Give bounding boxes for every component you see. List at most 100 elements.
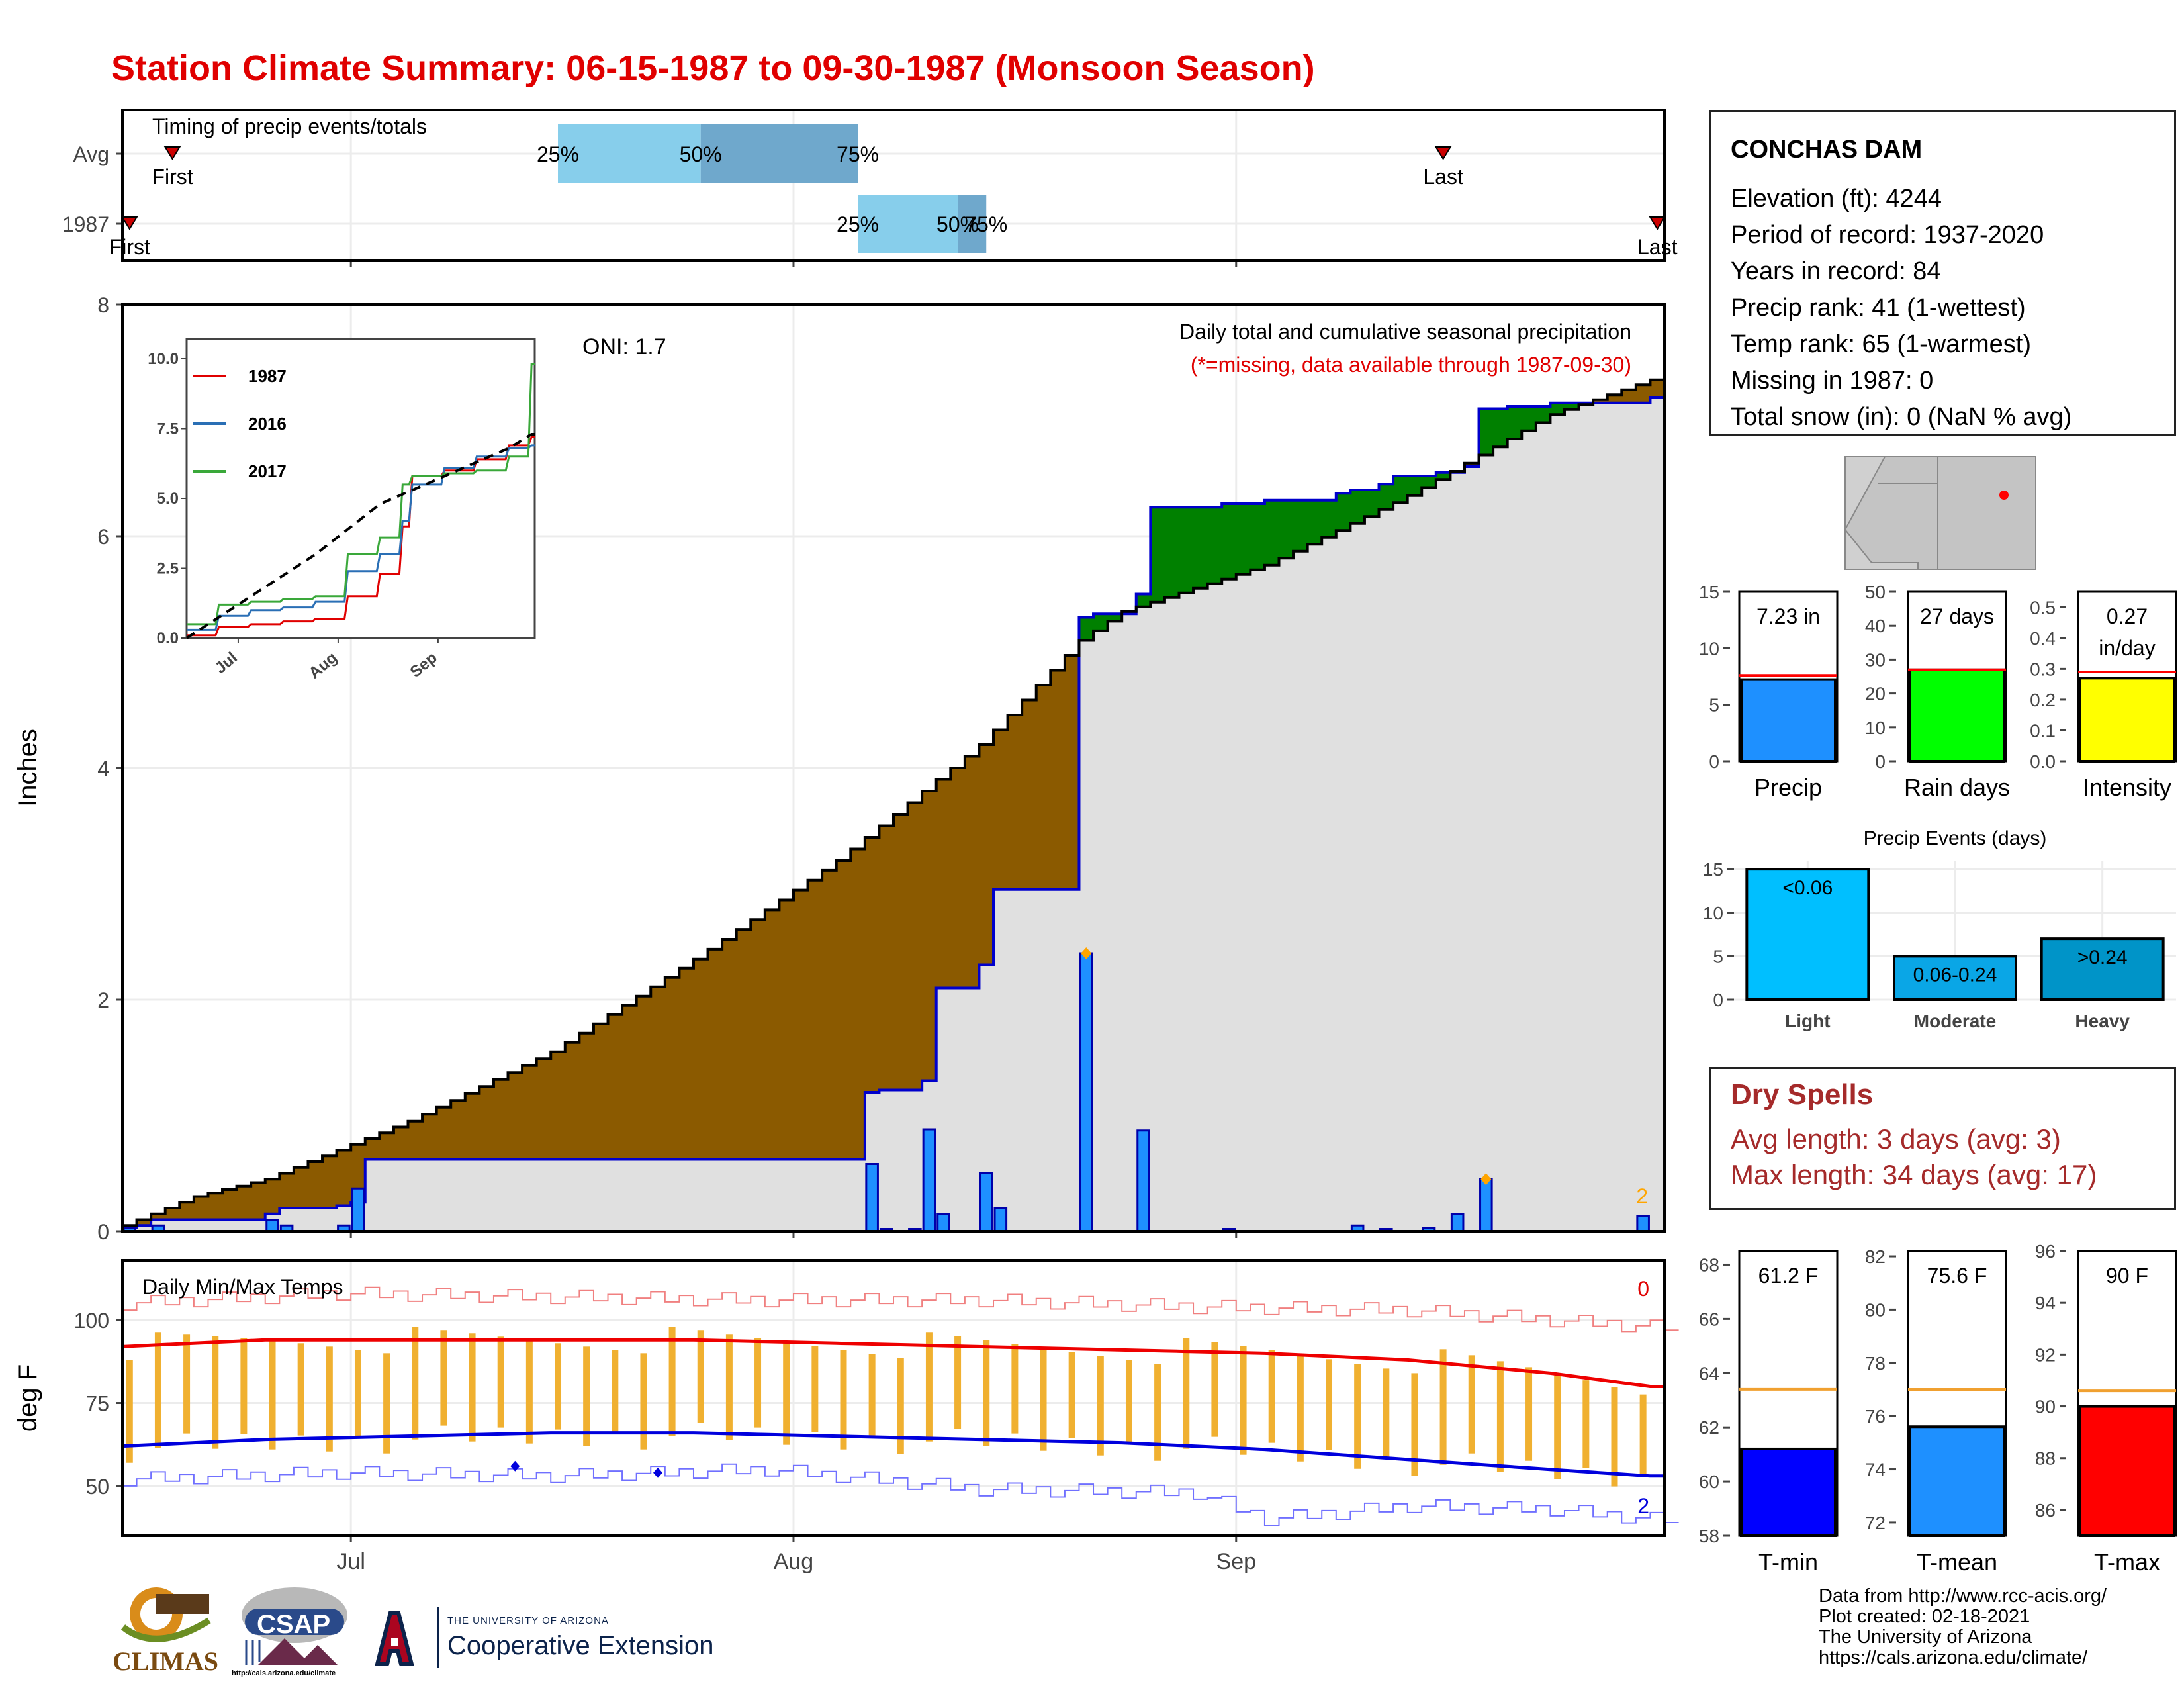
- timing-marker-icon: [121, 216, 138, 230]
- station-location-marker: [1999, 491, 2009, 500]
- summary-y-tick-label: 72: [1865, 1513, 1886, 1533]
- precip-y-tick-label: 0: [97, 1220, 109, 1244]
- timing-row-label: Avg: [73, 142, 109, 166]
- summary-y-tick-label: 0.3: [2030, 659, 2056, 679]
- daily-temp-bar: [1211, 1342, 1218, 1437]
- month-label: Jul: [336, 1549, 365, 1574]
- inset-avg-line: [185, 432, 535, 639]
- precip-y-tick-label: 8: [97, 293, 109, 317]
- precip-plot-group: [122, 378, 1664, 1231]
- climas-logo-text: CLIMAS: [113, 1646, 219, 1676]
- avg-min-temp-line: [122, 1431, 1664, 1478]
- record-low-marker-icon: [510, 1460, 520, 1472]
- events-y-tick-label: 15: [1703, 859, 1723, 880]
- summary-y-tick-label: 78: [1865, 1353, 1886, 1374]
- summary-y-tick-label: 64: [1699, 1363, 1719, 1383]
- daily-temp-bar: [326, 1346, 333, 1452]
- events-y-tick-label: 0: [1713, 990, 1723, 1010]
- summary-bar-title: Rain days: [1904, 774, 2010, 801]
- summary-y-tick-label: 50: [1865, 582, 1886, 602]
- station-period: Period of record: 1937-2020: [1731, 221, 2044, 249]
- temp-y-tick-label: 75: [85, 1392, 109, 1416]
- daily-temp-bar: [1268, 1350, 1275, 1443]
- daily-temp-bar: [612, 1350, 619, 1433]
- summary-value-label: 90 F: [2106, 1264, 2148, 1288]
- credit-line: https://cals.arizona.edu/climate/: [1819, 1647, 2088, 1668]
- daily-temp-bar: [555, 1343, 562, 1430]
- events-category-label: Moderate: [1914, 1011, 1996, 1031]
- timing-pct-label: 75%: [965, 212, 1007, 236]
- ua-small-text: THE UNIVERSITY OF ARIZONA: [447, 1615, 609, 1626]
- summary-y-tick-label: 90: [2035, 1397, 2056, 1417]
- month-label: Aug: [774, 1549, 814, 1574]
- daily-precip-bar: [279, 1224, 294, 1231]
- record-marker-icon: [1081, 947, 1092, 959]
- timing-bar-50-75: [958, 195, 987, 253]
- summary-y-tick-label: 88: [2035, 1448, 2056, 1469]
- precip-y-axis-label: Inches: [13, 729, 42, 807]
- daily-temp-bar: [954, 1336, 962, 1429]
- summary-unit-label: in/day: [2099, 636, 2155, 660]
- daily-temp-bar: [154, 1332, 161, 1448]
- daily-temp-bar: [469, 1333, 476, 1442]
- credit-line: Data from http://www.rcc-acis.org/: [1819, 1585, 2107, 1607]
- summary-y-tick-label: 10: [1699, 638, 1719, 659]
- daily-temp-bar: [1611, 1387, 1618, 1487]
- temp-y-tick-label: 100: [74, 1309, 109, 1333]
- daily-precip-bar: [1079, 952, 1093, 1231]
- summary-value-label: 0.27: [2107, 604, 2148, 628]
- daily-temp-bar: [1439, 1349, 1447, 1465]
- timing-marker-label: Last: [1423, 165, 1463, 189]
- daily-temp-bar: [1582, 1380, 1590, 1468]
- timing-marker-icon: [163, 146, 181, 160]
- station-precip-rank: Precip rank: 41 (1-wettest): [1731, 294, 2026, 322]
- events-title: Precip Events (days): [1864, 827, 2047, 849]
- daily-temp-bar: [412, 1327, 419, 1440]
- events-bar: [1745, 868, 1870, 1001]
- daily-precip-bar: [265, 1219, 279, 1231]
- summary-y-tick-label: 60: [1699, 1472, 1719, 1492]
- summary-y-tick-label: 92: [2035, 1344, 2056, 1365]
- summary-bar: [2079, 677, 2175, 763]
- daily-temp-bar: [1011, 1344, 1019, 1434]
- precip-panel-border: [121, 303, 1666, 1233]
- record-min-line: [122, 1463, 1679, 1526]
- logo-divider: [437, 1607, 439, 1668]
- station-temp-rank: Temp rank: 65 (1-warmest): [1731, 330, 2032, 358]
- summary-y-tick-label: 76: [1865, 1406, 1886, 1427]
- daily-temp-bar: [1639, 1394, 1647, 1476]
- summary-y-tick-label: 68: [1699, 1254, 1719, 1275]
- daily-temp-bar: [1240, 1346, 1247, 1455]
- month-label: Sep: [1216, 1549, 1257, 1574]
- daily-temp-bar: [1125, 1360, 1132, 1443]
- daily-temp-bar: [1554, 1373, 1561, 1479]
- daily-temp-bar: [783, 1342, 790, 1445]
- temp-missing-low: 2: [1637, 1494, 1649, 1518]
- station-info-box: CONCHAS DAM Elevation (ft): 4244 Period …: [1709, 110, 2176, 436]
- climas-emblem-icon: [120, 1587, 211, 1642]
- daily-temp-bar: [1354, 1364, 1361, 1469]
- temp-missing-high: 0: [1637, 1277, 1649, 1301]
- inset-legend-label: 2016: [248, 414, 287, 434]
- dry-spells-box: Dry Spells Avg length: 3 days (avg: 3) M…: [1709, 1067, 2176, 1210]
- daily-temp-bar: [697, 1330, 704, 1423]
- summary-y-tick-label: 0.1: [2030, 720, 2056, 741]
- summary-y-tick-label: 58: [1699, 1526, 1719, 1546]
- station-name: CONCHAS DAM: [1731, 136, 1923, 164]
- events-y-tick-label: 5: [1713, 946, 1723, 966]
- credits: Data from http://www.rcc-acis.org/ Plot …: [1819, 1586, 2107, 1668]
- daily-temp-bar: [1496, 1361, 1504, 1472]
- timing-pct-label: 75%: [837, 142, 879, 166]
- daily-temp-bar: [983, 1340, 990, 1446]
- csap-cloud-icon: [242, 1587, 347, 1665]
- dry-spells-header: Dry Spells: [1731, 1078, 1874, 1111]
- summary-value-label: 7.23 in: [1756, 604, 1820, 628]
- summary-y-tick-label: 40: [1865, 616, 1886, 636]
- daily-temp-bar: [1183, 1338, 1190, 1449]
- summary-bar: [1740, 678, 1837, 763]
- summary-bar-title: T-min: [1758, 1548, 1818, 1575]
- daily-temp-bar: [497, 1336, 504, 1428]
- timing-marker-label: Last: [1637, 235, 1678, 259]
- summary-value-label: 75.6 F: [1927, 1264, 1987, 1288]
- timing-title: Timing of precip events/totals: [152, 115, 427, 138]
